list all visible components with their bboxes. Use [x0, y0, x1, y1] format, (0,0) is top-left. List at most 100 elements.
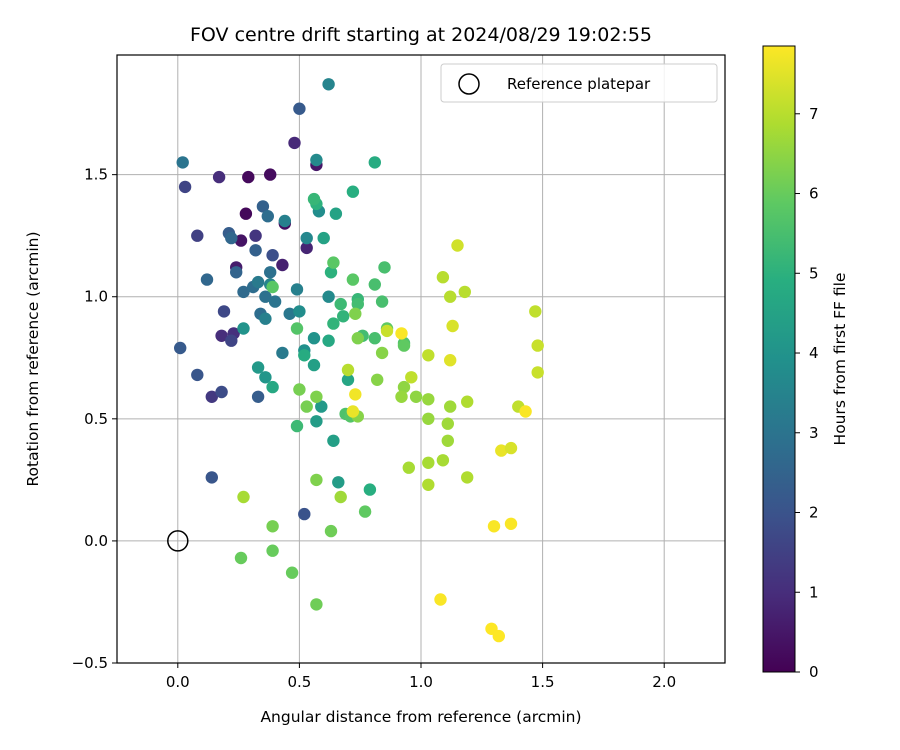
scatter-point	[349, 388, 362, 401]
scatter-point	[290, 283, 304, 296]
scatter-point	[531, 339, 544, 352]
scatter-point	[298, 507, 311, 521]
scatter-point	[205, 390, 218, 403]
scatter-point	[422, 478, 435, 491]
colorbar-gradient	[762, 45, 796, 673]
scatter-point	[217, 305, 231, 318]
scatter-point	[327, 317, 340, 330]
legend-label: Reference platepar	[507, 75, 651, 93]
scatter-point	[266, 280, 279, 294]
scatter-point	[322, 334, 335, 347]
scatter-point	[451, 239, 464, 252]
x-tick-label: 0.5	[287, 673, 311, 691]
scatter-point	[259, 290, 272, 303]
colorbar-tick-label: 3	[809, 424, 819, 442]
scatter-point	[458, 285, 471, 299]
y-tick-label: −0.5	[72, 654, 108, 672]
scatter-point	[519, 405, 532, 418]
scatter-point	[266, 249, 279, 262]
scatter-point	[324, 524, 338, 538]
scatter-point	[205, 471, 218, 484]
scatter-point	[310, 473, 323, 487]
scatter-point	[212, 170, 226, 184]
scatter-point	[487, 520, 501, 533]
scatter-point	[368, 156, 381, 169]
scatter-point	[200, 273, 214, 286]
scatter-point	[492, 629, 505, 643]
scatter-point	[249, 229, 262, 242]
scatter-point	[242, 170, 255, 184]
scatter-point	[395, 327, 408, 340]
scatter-point	[436, 454, 450, 467]
scatter-point	[346, 273, 360, 286]
scatter-point	[293, 102, 306, 115]
scatter-point	[215, 385, 228, 399]
scatter-point	[409, 390, 423, 403]
scatter-point	[495, 444, 508, 457]
reference-platepar-marker	[167, 530, 189, 552]
scatter-point	[461, 395, 474, 408]
scatter-point	[251, 275, 265, 289]
scatter-point	[322, 78, 335, 91]
legend-box	[440, 63, 718, 103]
scatter-point	[444, 290, 457, 303]
colorbar-label: Hours from first FF file	[831, 273, 849, 446]
colorbar-tick-label: 1	[809, 583, 819, 601]
x-axis-label: Angular distance from reference (arcmin)	[260, 708, 581, 726]
chart-title: FOV centre drift starting at 2024/08/29 …	[190, 24, 652, 46]
scatter-point	[310, 153, 323, 167]
x-tick-label: 1.0	[409, 673, 433, 691]
scatter-point	[368, 278, 381, 291]
scatter-point	[363, 483, 377, 496]
scatter-point	[278, 214, 291, 228]
scatter-point	[341, 363, 355, 377]
scatter-point	[504, 517, 518, 530]
scatter-point	[334, 490, 347, 504]
y-tick-label: 0.5	[84, 410, 108, 428]
scatter-point	[234, 551, 248, 565]
scatter-point	[422, 456, 435, 469]
scatter-point	[529, 305, 542, 318]
scatter-point	[375, 295, 389, 308]
colorbar: 0 1 2 3 4 5 6 7 Hours from first FF file	[762, 45, 849, 681]
scatter-point	[351, 332, 364, 345]
scatter-point	[444, 400, 457, 413]
scatter-point	[329, 207, 343, 220]
scatter-point	[178, 180, 192, 194]
scatter-point	[397, 339, 411, 352]
scatter-point	[444, 354, 457, 367]
scatter-point	[531, 366, 544, 379]
scatter-point	[268, 295, 282, 308]
scatter-point	[307, 192, 321, 206]
colorbar-tick-label: 2	[809, 504, 819, 522]
scatter-point	[191, 229, 204, 242]
y-axis-label: Rotation from reference (arcmin)	[24, 231, 42, 486]
scatter-point	[298, 349, 311, 362]
scatter-point	[300, 400, 313, 413]
scatter-point	[264, 168, 277, 181]
legend: Reference platepar	[440, 63, 718, 103]
scatter-point	[266, 380, 279, 394]
y-tick-label: 0.0	[84, 532, 108, 550]
colorbar-tick-label: 4	[809, 344, 819, 362]
scatter-point	[341, 373, 355, 386]
scatter-point	[422, 393, 435, 406]
scatter-point	[405, 371, 418, 384]
scatter-point	[285, 566, 299, 579]
scatter-point	[225, 334, 238, 347]
x-tick-label: 2.0	[652, 673, 676, 691]
scatter-point	[290, 322, 304, 335]
scatter-point	[327, 434, 340, 447]
scatter-point	[324, 266, 338, 279]
scatter-point	[307, 358, 321, 372]
scatter-point	[256, 200, 270, 213]
y-tick-label: 1.5	[84, 166, 108, 184]
scatter-point	[332, 476, 345, 489]
scatter-point	[461, 471, 474, 484]
scatter-point	[358, 505, 372, 518]
scatter-point	[422, 349, 435, 362]
legend-marker-icon	[458, 73, 480, 95]
scatter-point	[230, 266, 243, 279]
scatter-point	[293, 305, 306, 318]
scatter-point	[446, 319, 459, 333]
